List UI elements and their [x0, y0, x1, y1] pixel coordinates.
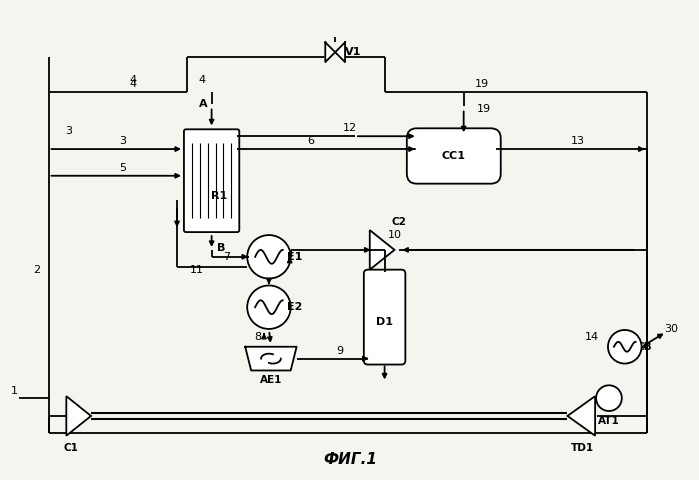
FancyBboxPatch shape: [364, 270, 405, 364]
Text: 4: 4: [199, 75, 206, 85]
Text: E2: E2: [287, 302, 303, 312]
Text: ФИГ.1: ФИГ.1: [323, 452, 377, 467]
Circle shape: [608, 330, 642, 363]
Polygon shape: [66, 396, 91, 436]
Text: 9: 9: [336, 346, 344, 356]
Text: 4: 4: [129, 79, 136, 89]
FancyBboxPatch shape: [407, 128, 500, 184]
Text: AT1: AT1: [598, 416, 620, 426]
Text: 19: 19: [475, 79, 489, 89]
Text: E1: E1: [287, 252, 303, 262]
Text: R1: R1: [211, 191, 228, 201]
Text: 11: 11: [190, 264, 204, 275]
Text: 2: 2: [33, 264, 41, 275]
Polygon shape: [335, 42, 345, 62]
Text: D1: D1: [376, 317, 393, 327]
Text: 30: 30: [664, 324, 678, 334]
Text: TD1: TD1: [570, 443, 594, 453]
Text: 10: 10: [387, 230, 401, 240]
Polygon shape: [245, 347, 296, 371]
Polygon shape: [370, 230, 394, 270]
Circle shape: [596, 385, 622, 411]
Text: C1: C1: [64, 443, 79, 453]
Text: 1: 1: [10, 386, 17, 396]
Text: V1: V1: [345, 47, 361, 57]
Polygon shape: [325, 42, 335, 62]
Text: 3: 3: [119, 136, 126, 146]
Text: 6: 6: [307, 136, 314, 146]
Text: CB: CB: [637, 342, 652, 352]
Text: 4: 4: [129, 75, 136, 85]
Circle shape: [247, 286, 291, 329]
Text: 7: 7: [223, 252, 230, 262]
Text: 8: 8: [254, 332, 261, 342]
Text: B: B: [217, 243, 226, 253]
Text: CC1: CC1: [442, 151, 466, 161]
Text: 13: 13: [570, 136, 584, 146]
Text: AE1: AE1: [260, 375, 282, 385]
Text: 12: 12: [343, 123, 357, 133]
Text: A: A: [199, 98, 208, 108]
Circle shape: [247, 235, 291, 278]
Text: 14: 14: [585, 332, 599, 342]
Text: 3: 3: [65, 126, 72, 136]
Polygon shape: [568, 396, 595, 436]
Text: C2: C2: [392, 217, 407, 227]
Text: 19: 19: [477, 104, 491, 114]
Text: 5: 5: [119, 163, 126, 173]
FancyBboxPatch shape: [184, 129, 239, 232]
